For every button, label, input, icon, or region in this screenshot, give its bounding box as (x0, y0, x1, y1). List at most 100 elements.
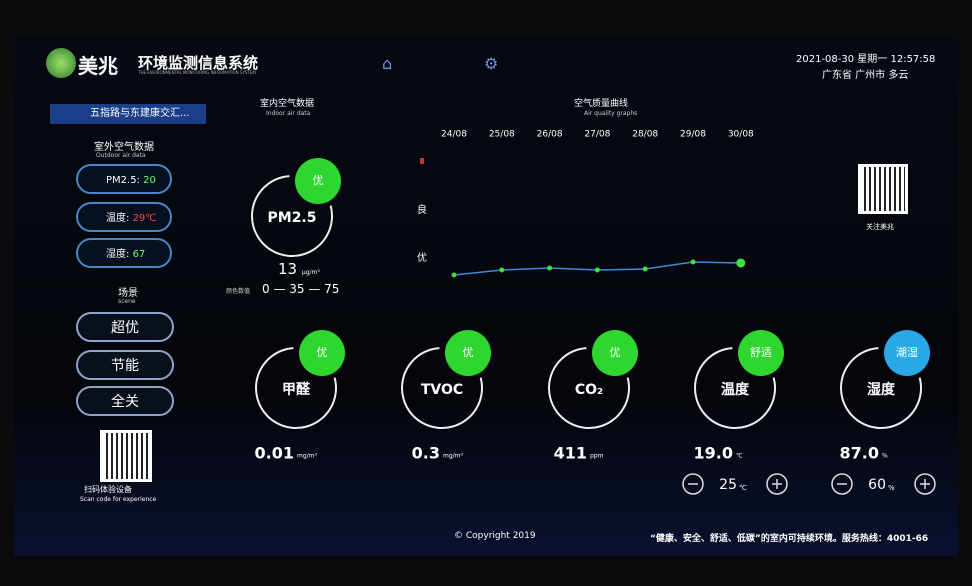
trend-point (642, 266, 648, 272)
trend-point (736, 258, 746, 268)
gauge-label: PM2.5 (268, 210, 317, 226)
datetime: 2021-08-30 星期一 12:57:58 (796, 54, 936, 65)
trend-point (547, 265, 553, 271)
sensor-value: 0.01 (255, 444, 294, 463)
level-text: 优 (317, 346, 328, 359)
trend-title-en: Air quality graphs (584, 110, 638, 117)
gauge-label: 温度 (721, 381, 750, 398)
gauge-ring (548, 347, 630, 429)
scene-title: 场景 (118, 288, 138, 299)
screen: 美兆 环境监测信息系统 THE ENVIRONMENTAL MONITORING… (14, 36, 958, 556)
scene-title-en: scene (118, 298, 136, 305)
minus-button[interactable] (682, 473, 704, 495)
scene-button[interactable]: 节能 (76, 350, 174, 380)
level-badge (884, 330, 930, 376)
outdoor-value: 29℃ (132, 213, 157, 224)
plus-button[interactable] (766, 473, 788, 495)
setpoint-value: 60 (868, 477, 886, 493)
outdoor-label: 温度: (106, 213, 130, 224)
indoor-title: 室内空气数据 (260, 99, 315, 109)
scale-label: 颜色数值 (226, 288, 251, 295)
trend-date: 27/08 (584, 130, 610, 140)
site-selector[interactable]: 五指路与东建康交汇... (50, 104, 206, 124)
trend-level: 优 (417, 251, 427, 264)
pm25-value: 13 μg/m³ (278, 260, 320, 278)
logo-icon (46, 48, 76, 78)
outdoor-label: 湿度: (106, 249, 130, 260)
gauge-ring (255, 347, 337, 429)
sensor-value: 0.3 (412, 444, 440, 463)
level-text: 优 (463, 346, 474, 359)
gauge-label: 甲醛 (282, 381, 311, 398)
outdoor-value: 67 (132, 249, 146, 260)
sensor-unit: ℃ (736, 453, 743, 460)
pm25-number: 13 (278, 260, 298, 278)
qr-caption: 扫码体验设备 (84, 485, 132, 494)
outdoor-value: 20 (143, 175, 156, 186)
trend-point (451, 272, 457, 278)
system-name-en: THE ENVIRONMENTAL MONITORING INFORMATION… (138, 70, 256, 75)
gauge-label: CO₂ (575, 382, 603, 398)
outdoor-title-en: Outdoor air data (96, 152, 146, 159)
setpoint-unit: % (888, 484, 895, 492)
location: 广东省 广州市 多云 (822, 70, 909, 81)
follow-qr (858, 164, 908, 214)
sensor-value: 19.0 (694, 444, 733, 463)
sensor-unit: ppm (590, 453, 604, 460)
qr-code (100, 430, 152, 482)
plus-button[interactable] (914, 473, 936, 495)
trend-date: 26/08 (537, 130, 563, 140)
graphics: PM2.5 优 24/08 25/08 26/08 27/08 28/08 29/08 30/0… (251, 130, 936, 495)
gauge-label: 湿度 (867, 381, 896, 398)
notice: “健康、安全、舒适、低碳”的室内可持续环境。服务热线：4001-66 (650, 534, 929, 544)
outdoor-item: 湿度: 67 (76, 238, 172, 268)
trend-date: 25/08 (489, 130, 515, 140)
trend-level: 良 (417, 203, 427, 216)
sensor-unit: mg/m³ (297, 453, 318, 460)
brand: 美兆 (78, 54, 118, 78)
minus-button[interactable] (831, 473, 853, 495)
scene-button[interactable]: 全关 (76, 386, 174, 416)
gauge-label: TVOC (421, 382, 463, 398)
setpoint-unit: ℃ (739, 484, 747, 492)
copyright: © Copyright 2019 (454, 531, 536, 541)
scale: 0 — 35 — 75 (262, 282, 340, 296)
outdoor-label: PM2.5: (106, 175, 140, 186)
level-badge (592, 330, 638, 376)
trend-date: 30/08 (728, 130, 754, 140)
trend-point (499, 267, 505, 273)
level-badge (445, 330, 491, 376)
gauge-ring (694, 347, 776, 429)
indoor-title-en: Indoor air data (266, 110, 311, 117)
follow-caption: 关注美兆 (866, 223, 894, 231)
sensor-unit: % (882, 453, 888, 460)
trend-title: 空气质量曲线 (574, 99, 629, 109)
sensor-value: 411 (554, 444, 587, 463)
gauge-ring (401, 347, 483, 429)
level-marker (420, 158, 424, 164)
outdoor-item: 温度: 29℃ (76, 202, 172, 232)
level-badge (299, 330, 345, 376)
pm25-unit: μg/m³ (301, 269, 320, 276)
settings-icon[interactable]: ⚙ (484, 54, 499, 73)
trend-point (690, 259, 696, 265)
gauge-ring (840, 347, 922, 429)
level-text: 舒适 (750, 345, 772, 359)
home-icon[interactable]: ⌂ (382, 54, 393, 73)
outdoor-item: PM2.5: 20 (76, 164, 172, 194)
level-badge (738, 330, 784, 376)
qr-caption-en: Scan code for experience (80, 496, 157, 503)
trend-date: 28/08 (632, 130, 658, 140)
setpoint-value: 25 (719, 477, 737, 493)
system-name: 环境监测信息系统 (138, 54, 259, 72)
outdoor-title: 室外空气数据 (94, 142, 154, 153)
trend-date: 29/08 (680, 130, 706, 140)
sensor-value: 87.0 (840, 444, 879, 463)
trend-point (594, 267, 600, 273)
trend-date: 24/08 (441, 130, 467, 140)
level-badge (295, 158, 341, 204)
level-text: 优 (313, 174, 324, 187)
scene-button[interactable]: 超优 (76, 312, 174, 342)
